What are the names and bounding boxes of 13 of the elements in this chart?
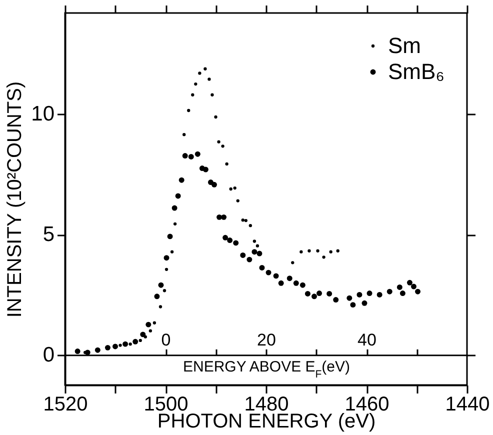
x2-axis-title: ENERGY ABOVE E$_{F}$(eV) [182, 358, 350, 380]
x2-tick-label: 0 [161, 330, 171, 350]
x-tick-label: 1440 [445, 394, 490, 416]
x-axis-title: PHOTON ENERGY (eV) [157, 410, 376, 432]
x-tick-label: 1520 [43, 394, 88, 416]
legend-label: Sm [388, 33, 421, 58]
y-tick-label: 5 [42, 223, 54, 246]
x2-tick-label: 20 [257, 330, 276, 350]
y-axis-title: INTENSITY (10²COUNTS) [4, 81, 26, 318]
y-tick-label: 0 [42, 343, 54, 366]
legend-label: SmB₆ [388, 59, 445, 84]
y-tick-label: 10 [31, 102, 54, 126]
x2-tick-label: 40 [358, 330, 376, 350]
